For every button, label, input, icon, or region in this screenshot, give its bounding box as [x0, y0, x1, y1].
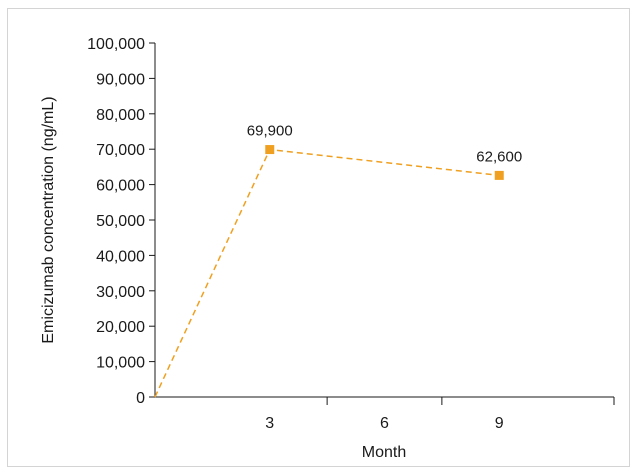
y-axis-label: Emicizumab concentration (ng/mL) [40, 96, 57, 343]
y-tick-label: 10,000 [96, 355, 145, 372]
data-point-label: 69,900 [247, 123, 293, 140]
x-tick-label: 9 [495, 415, 504, 432]
y-axis-ticks: 0 10,000 20,000 30,000 40,000 50,000 60,000 70,… [87, 36, 155, 407]
y-tick-label: 30,000 [96, 284, 145, 301]
series-line [154, 148, 500, 398]
x-axis-label: Month [362, 444, 406, 461]
y-tick-label: 80,000 [96, 107, 145, 124]
x-axis-ticks: 3 6 9 [265, 397, 615, 432]
y-tick-label: 0 [136, 390, 145, 407]
y-tick-label: 100,000 [87, 36, 145, 53]
y-tick-label: 70,000 [96, 142, 145, 159]
series-group: 69,900 62,600 [154, 123, 522, 398]
data-point-marker [494, 170, 504, 180]
y-tick-label: 60,000 [96, 178, 145, 195]
y-tick-label: 20,000 [96, 319, 145, 336]
x-tick-label: 3 [265, 415, 274, 432]
x-tick-label: 6 [380, 415, 389, 432]
data-point-marker [265, 145, 275, 155]
y-tick-label: 90,000 [96, 71, 145, 88]
data-point-label: 62,600 [476, 148, 522, 165]
chart-frame [7, 8, 630, 467]
y-tick-label: 40,000 [96, 248, 145, 265]
y-tick-label: 50,000 [96, 213, 145, 230]
